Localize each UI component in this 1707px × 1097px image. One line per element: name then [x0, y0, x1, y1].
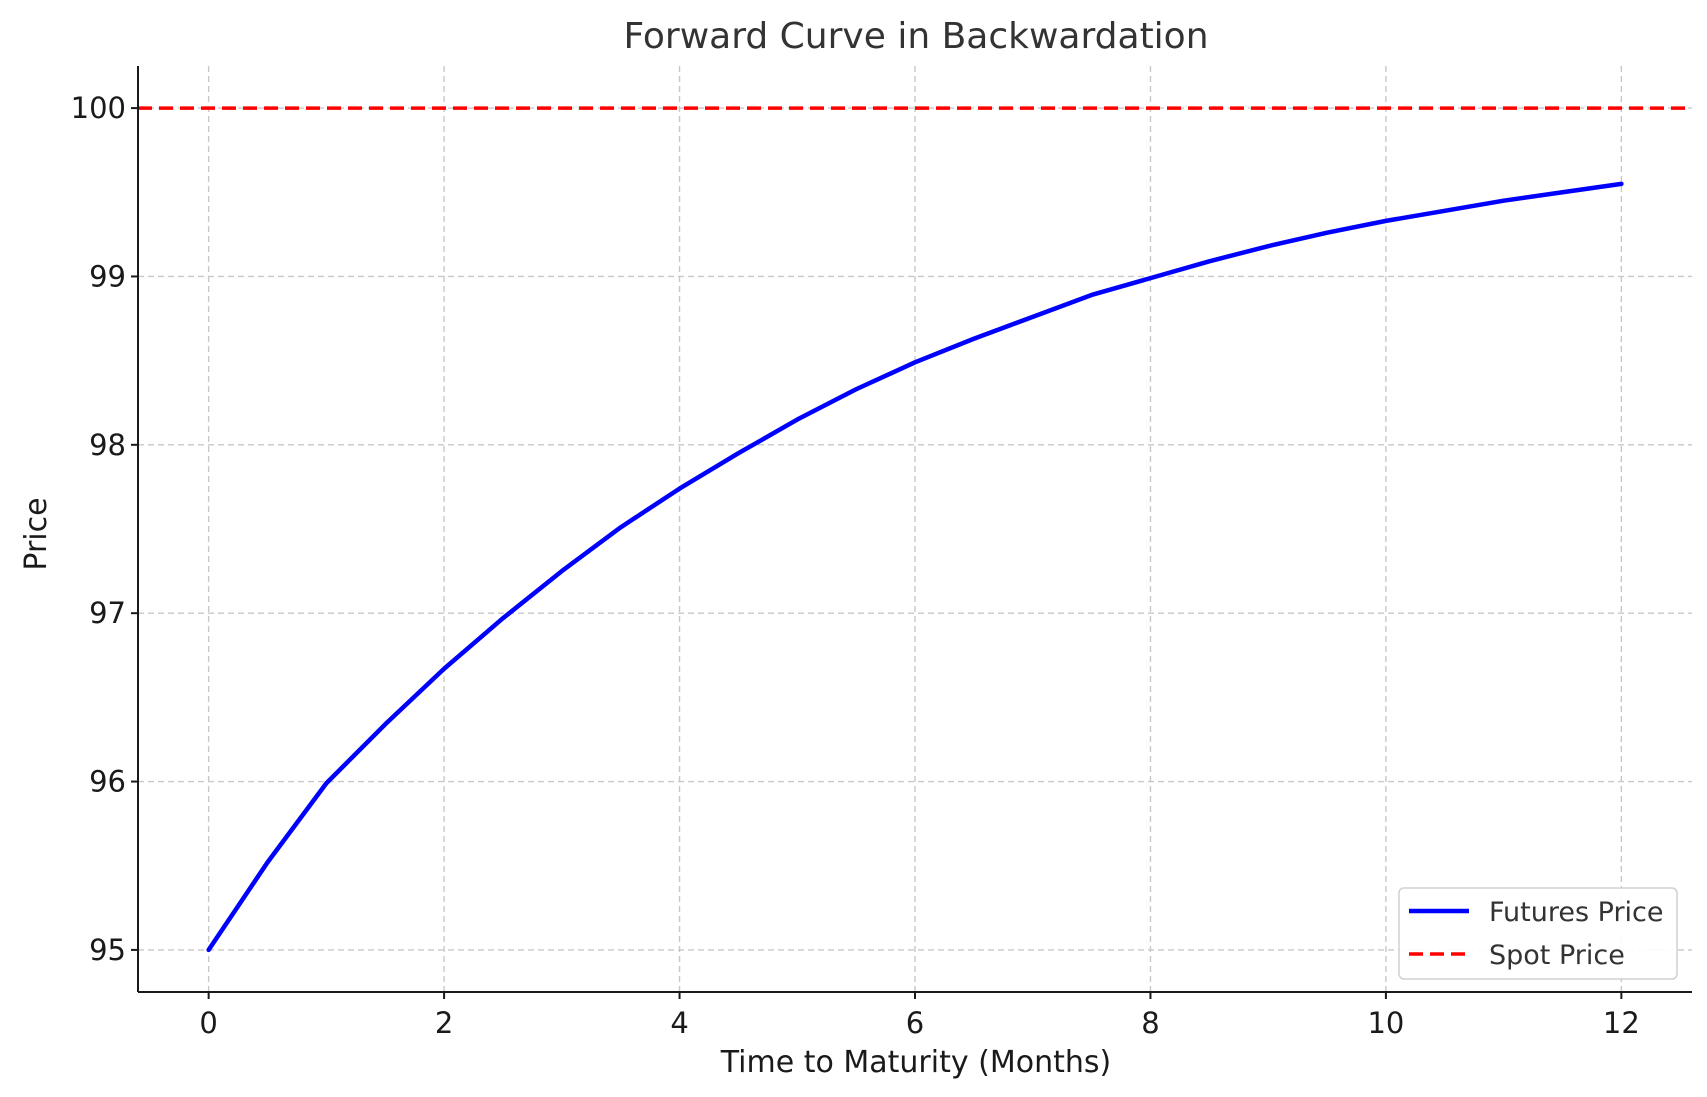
x-tick-label: 8 [1141, 1006, 1159, 1040]
x-tick-label: 2 [435, 1006, 453, 1040]
x-tick-label: 4 [670, 1006, 688, 1040]
y-tick-label: 96 [89, 765, 126, 799]
y-tick-label: 99 [89, 259, 126, 293]
legend-label-futures-price: Futures Price [1489, 897, 1664, 928]
tick-labels: 0 2 4 6 8 10 12 95 96 97 98 99 100 [71, 91, 1640, 1040]
y-tick-label: 97 [89, 596, 126, 630]
y-axis-title: Price [19, 497, 54, 570]
legend: Futures Price Spot Price [1398, 887, 1678, 980]
plot-series [138, 106, 1692, 953]
axes [131, 66, 1692, 999]
y-tick-label: 98 [89, 428, 126, 462]
y-tick-label: 95 [89, 933, 126, 967]
chart-title: Forward Curve in Backwardation [623, 16, 1208, 57]
y-tick-label: 100 [71, 91, 126, 125]
x-tick-label: 6 [906, 1006, 924, 1040]
x-tick-label: 10 [1367, 1006, 1404, 1040]
x-axis-title: Time to Maturity (Months) [720, 1045, 1111, 1080]
legend-label-spot-price: Spot Price [1489, 940, 1625, 971]
grid-lines [138, 66, 1692, 992]
x-tick-label: 0 [199, 1006, 217, 1040]
futures-price-line [206, 181, 1624, 953]
x-tick-label: 12 [1603, 1006, 1640, 1040]
